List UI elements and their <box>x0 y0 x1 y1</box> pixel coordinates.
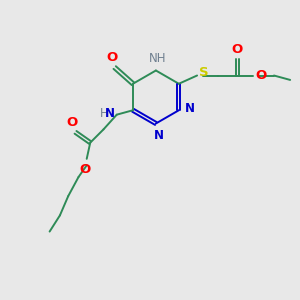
Text: O: O <box>107 51 118 64</box>
Text: NH: NH <box>148 52 166 65</box>
Text: N: N <box>154 129 164 142</box>
Text: O: O <box>80 163 91 176</box>
Text: O: O <box>232 43 243 56</box>
Text: N: N <box>105 107 115 120</box>
Text: O: O <box>66 116 78 129</box>
Text: S: S <box>200 66 209 79</box>
Text: H: H <box>100 107 109 120</box>
Text: N: N <box>185 102 195 115</box>
Text: O: O <box>256 69 267 82</box>
